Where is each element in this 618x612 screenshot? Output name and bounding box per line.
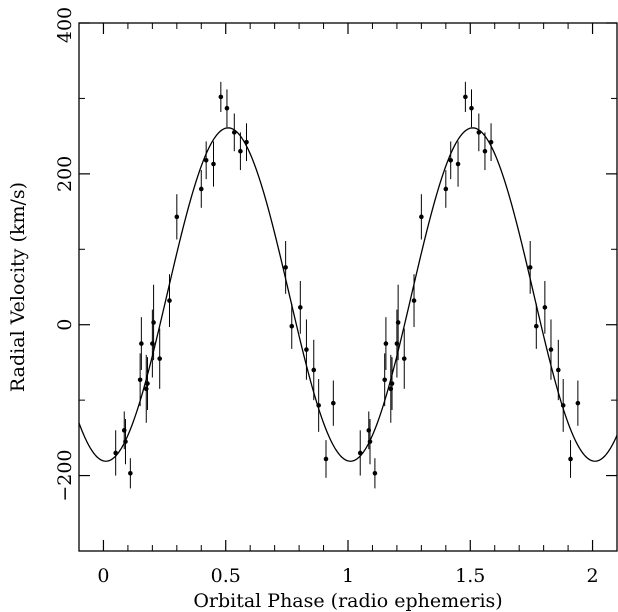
data-point	[231, 130, 237, 135]
data-point	[224, 105, 230, 111]
data-point	[556, 367, 561, 373]
data-point	[174, 214, 180, 220]
data-point	[298, 305, 303, 310]
data-point	[137, 377, 143, 383]
data-point	[128, 471, 133, 476]
data-point	[488, 139, 494, 145]
data-point	[382, 377, 387, 383]
data-point	[316, 403, 321, 408]
y-tick-label: 400	[54, 7, 76, 43]
data-point	[482, 148, 488, 154]
x-tick-label: 1	[342, 565, 354, 587]
data-point	[198, 186, 204, 192]
data-point	[331, 400, 336, 406]
data-point	[548, 347, 554, 352]
data-point	[389, 381, 395, 386]
data-point	[151, 320, 156, 325]
data-point	[211, 161, 216, 167]
axis-ticks	[78, 22, 618, 552]
data-point	[238, 148, 243, 154]
data-points	[113, 81, 581, 489]
y-tick-label: 0	[54, 319, 76, 331]
data-point	[383, 341, 389, 346]
plot-frame	[78, 22, 618, 552]
data-point	[463, 94, 468, 100]
data-point	[367, 439, 373, 444]
x-tick-label: 2	[586, 565, 598, 587]
data-point	[568, 456, 573, 462]
data-point	[411, 298, 417, 303]
data-point	[145, 381, 150, 386]
data-point	[395, 320, 401, 325]
tick-labels: 0 0.5 1 1.5 2 −200 0 200 400	[54, 7, 599, 587]
x-tick-label: 0	[97, 565, 109, 587]
x-axis-label: Orbital Phase (radio ephemeris)	[193, 590, 502, 612]
fit-curve	[78, 127, 618, 462]
data-point	[357, 450, 363, 456]
y-tick-label: 200	[54, 156, 76, 192]
data-point	[323, 456, 329, 462]
data-point	[401, 356, 407, 361]
data-point	[218, 94, 224, 100]
x-tick-label: 0.5	[211, 565, 241, 587]
data-point	[304, 347, 309, 352]
data-point	[455, 161, 461, 167]
y-tick-label: −200	[54, 449, 76, 501]
data-point	[311, 367, 317, 373]
data-point	[560, 403, 566, 408]
data-point	[448, 157, 454, 163]
data-point	[527, 265, 533, 270]
data-point	[139, 341, 144, 346]
data-point	[542, 305, 548, 310]
y-axis-label: Radial Velocity (km/s)	[7, 182, 29, 392]
x-tick-label: 1.5	[455, 565, 485, 587]
data-point	[123, 439, 128, 444]
data-point	[203, 157, 209, 163]
data-point	[476, 130, 482, 135]
data-point	[575, 400, 581, 406]
data-point	[534, 323, 539, 329]
data-point	[443, 186, 449, 192]
data-point	[372, 471, 378, 476]
data-point	[244, 139, 249, 145]
data-point	[283, 265, 288, 270]
data-point	[289, 323, 295, 329]
data-point	[157, 356, 162, 361]
data-point	[469, 105, 474, 111]
data-point	[113, 450, 118, 456]
data-point	[419, 214, 424, 220]
data-point	[167, 298, 172, 303]
